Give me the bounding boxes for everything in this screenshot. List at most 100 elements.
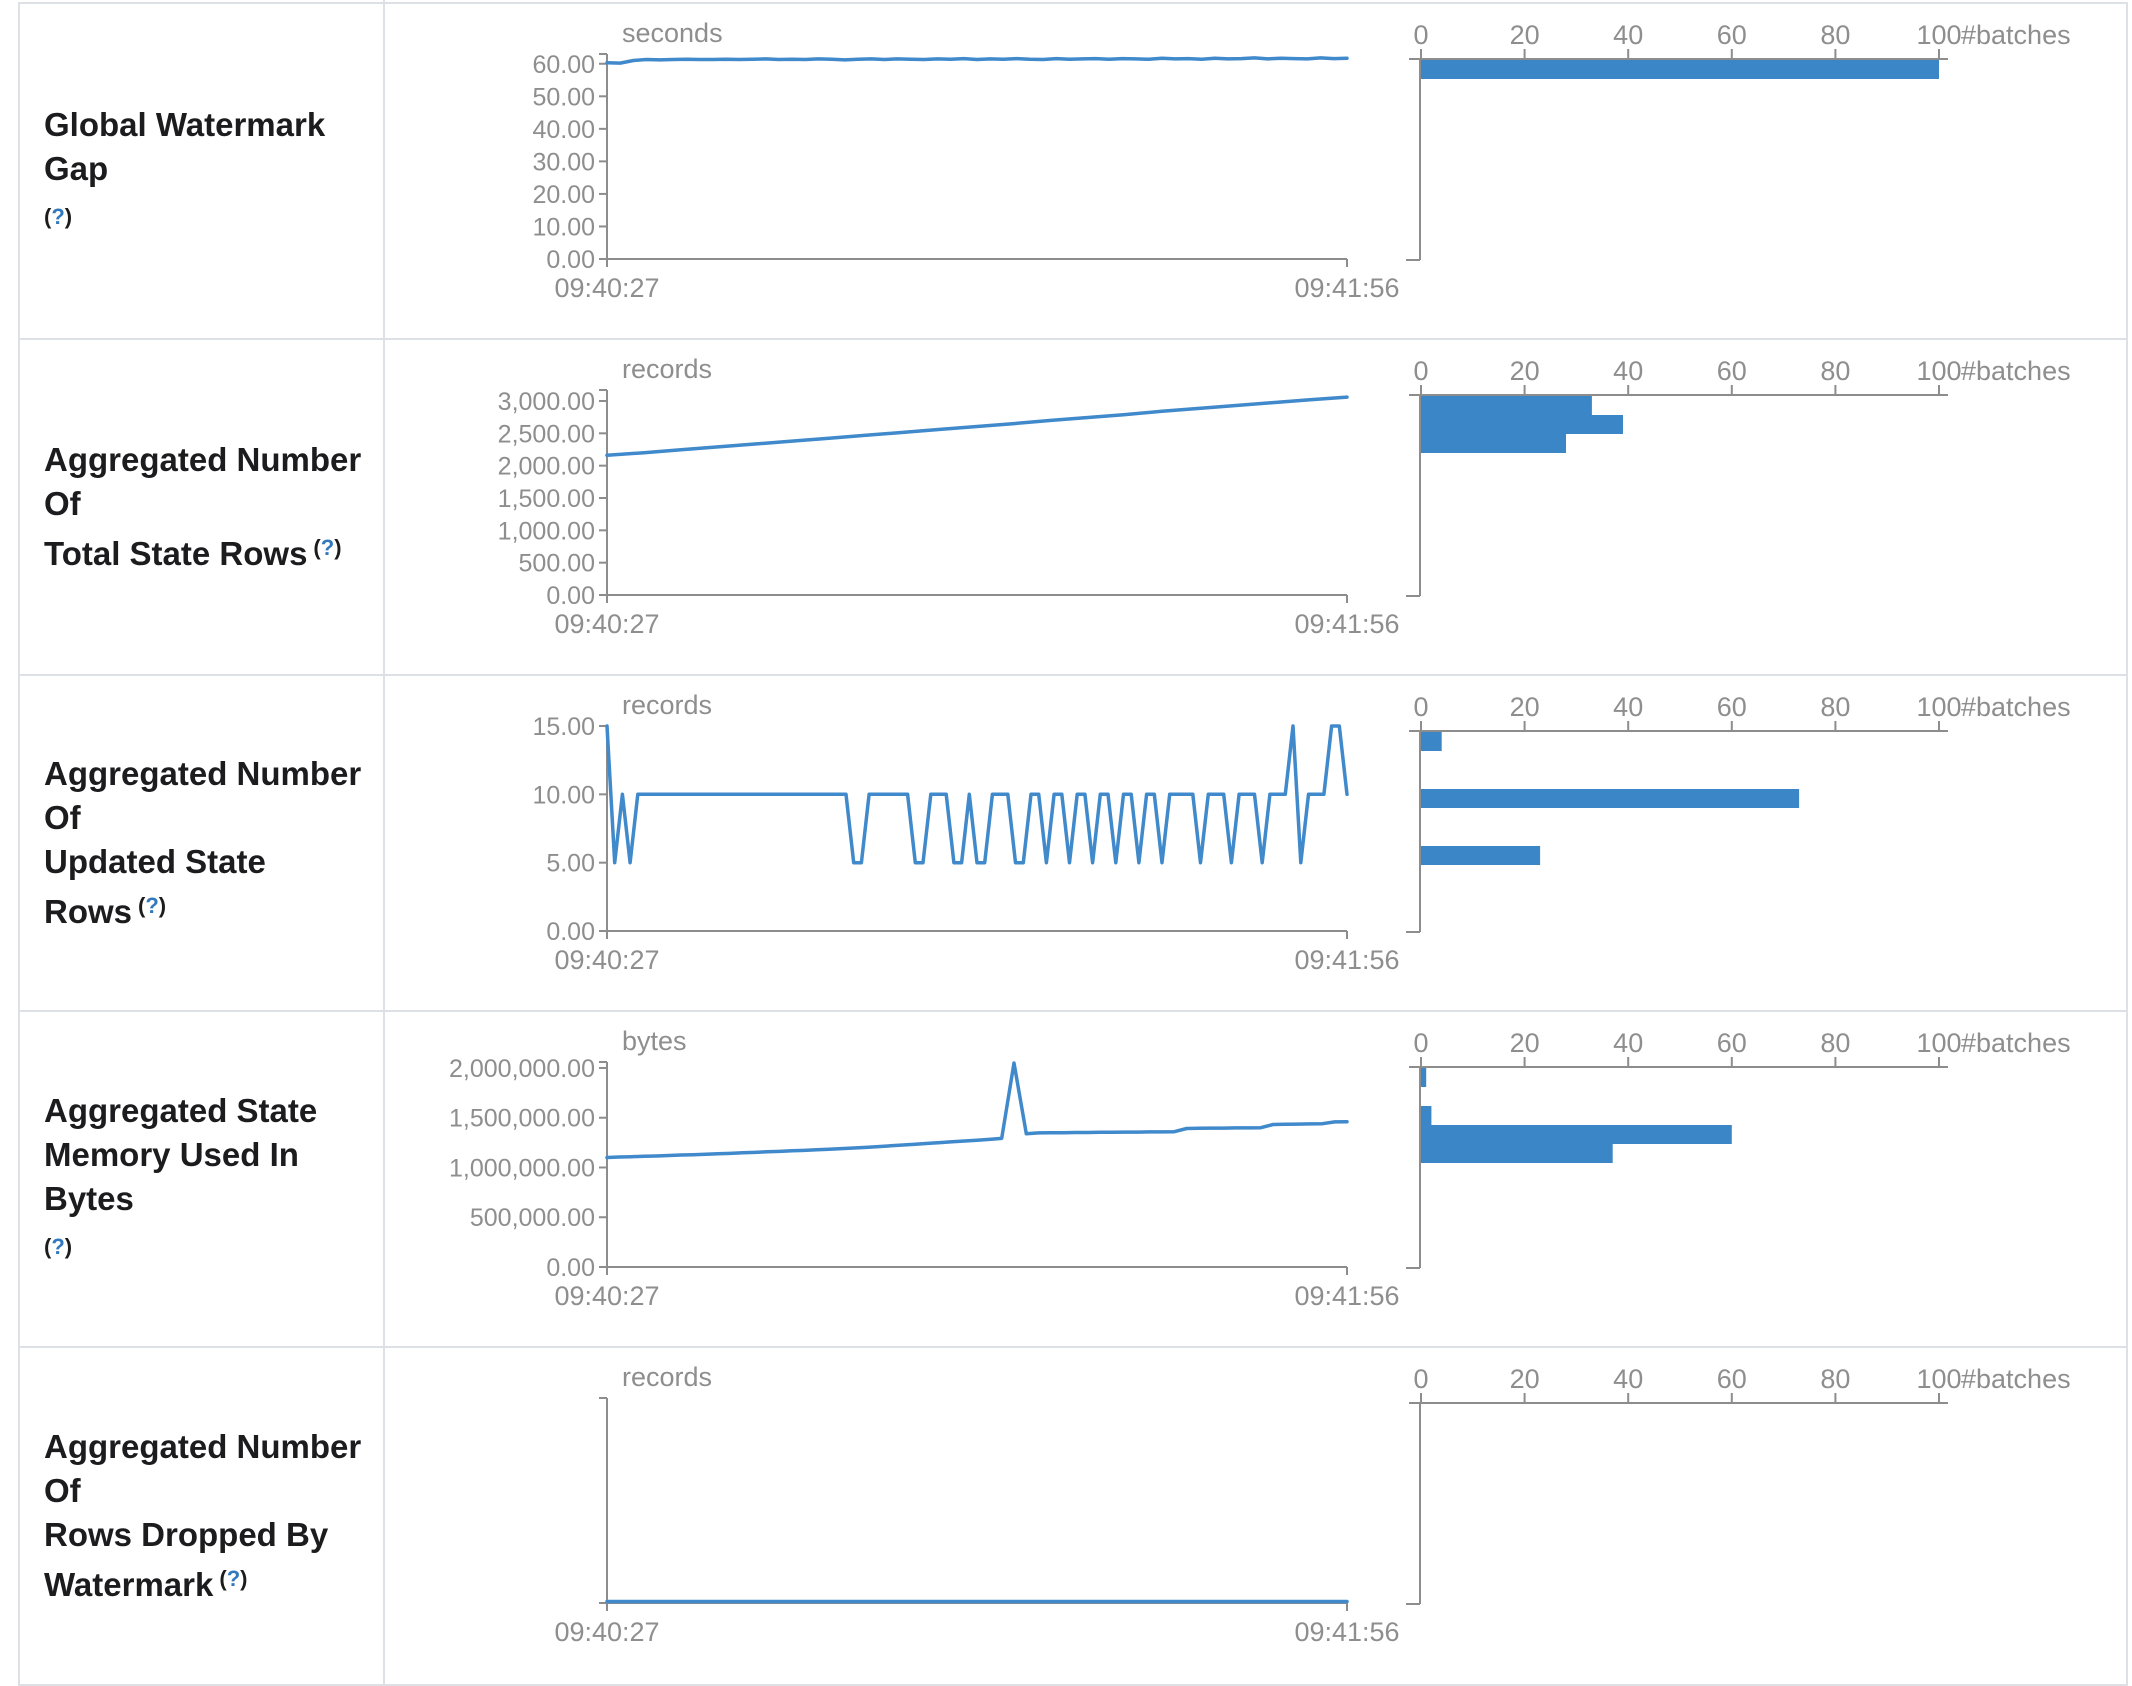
histogram-tick-label: 60 [1717,692,1747,722]
y-tick-label: 3,000.00 [498,388,595,416]
histogram-bar [1421,434,1566,453]
histogram-tick-label: 0 [1413,1028,1428,1058]
histogram-bar [1421,1144,1613,1163]
y-tick-label: 30.00 [532,148,595,176]
help-link[interactable]: (?) [44,204,72,229]
histogram-tick-label: 60 [1717,1364,1747,1394]
table-top-sliver [383,0,385,2]
histogram-bar [1421,732,1442,751]
help-link[interactable]: (?) [44,1234,72,1259]
y-tick-label: 60.00 [532,51,595,79]
histogram-tick-label: 80 [1820,1364,1850,1394]
metric-label-cell: Aggregated Number Of Updated State Rows (?… [20,676,385,1010]
metric-charts-svg: records 09:40:27 09:41:56 0 20 40 60 80 100 #batc… [554,1362,2071,1647]
help-link[interactable]: (?) [138,893,166,918]
metric-label-line: Aggregated Number Of [44,1428,362,1509]
histogram-tick-label: 0 [1413,356,1428,386]
help-question-mark: ? [226,1566,241,1591]
histogram-tick-label: 100 [1916,692,1961,722]
histogram-tick-label: 0 [1413,20,1428,50]
metric-label-line: Global Watermark Gap [44,106,326,187]
y-tick-label: 15.00 [532,713,595,741]
help-question-mark: ? [145,893,159,918]
y-tick-label: 500.00 [519,550,595,578]
charts-cell: records 0.00 500.00 1,000.00 1,500.00 2,000.0… [385,340,2126,674]
help-paren-close: ) [64,1234,73,1259]
metric-label-line: Aggregated Number Of [44,755,362,836]
y-tick-label: 0.00 [546,246,595,274]
help-paren-open: ( [313,535,321,560]
histogram-axis-unit-label: #batches [1961,1364,2071,1394]
help-paren-open: ( [219,1566,227,1591]
x-axis-start-time: 09:40:27 [554,1281,659,1311]
x-axis-start-time: 09:40:27 [554,609,659,639]
timeline-unit-label: records [622,690,712,720]
metric-label-line: Rows Dropped By [44,1516,329,1553]
metric-label-line: Total State Rows (?) [44,535,342,572]
metric-label-line: Aggregated State [44,1092,318,1129]
x-axis-end-time: 09:41:56 [1294,273,1399,303]
metric-label-cell: Aggregated State Memory Used In Bytes (?) [20,1012,385,1346]
x-axis-start-time: 09:40:27 [554,945,659,975]
metric-charts-svg: records 0.00 500.00 1,000.00 1,500.00 2,000.0… [498,354,2071,639]
y-tick-label: 0.00 [546,1254,595,1282]
histogram-tick-label: 20 [1510,1364,1540,1394]
histogram-tick-label: 80 [1820,1028,1850,1058]
timeline-unit-label: bytes [622,1026,687,1056]
histogram-bar [1421,396,1592,415]
streaming-statistics-table: Global Watermark Gap (?) seconds 0.00 10.00 2… [18,2,2128,1686]
y-tick-label: 10.00 [532,213,595,241]
histogram-tick-label: 40 [1613,1364,1643,1394]
charts-cell: records 09:40:27 09:41:56 0 20 40 60 80 100 #batc… [385,1348,2126,1684]
help-paren-open: ( [44,1234,52,1259]
y-tick-label: 1,500.00 [498,485,595,513]
metric-charts-svg: seconds 0.00 10.00 20.00 30.00 40.00 50.00 60.0… [532,18,2070,303]
charts-cell: bytes 0.00 500,000.00 1,000,000.00 1,500,000… [385,1012,2126,1346]
histogram-axis-unit-label: #batches [1961,1028,2071,1058]
metric-row-aggregated-state-memory-used-in-bytes: Aggregated State Memory Used In Bytes (?) b… [20,1012,2126,1348]
metric-label-help-line: (?) [44,191,373,239]
histogram-bar [1421,1068,1427,1087]
metric-label-cell: Global Watermark Gap (?) [20,4,385,338]
x-axis-end-time: 09:41:56 [1294,1617,1399,1647]
histogram-bar [1421,60,1939,79]
y-tick-label: 2,000,000.00 [449,1055,595,1083]
help-link[interactable]: (?) [313,535,341,560]
help-link[interactable]: (?) [219,1566,247,1591]
y-tick-label: 1,000,000.00 [449,1154,595,1182]
histogram-tick-label: 20 [1510,692,1540,722]
histogram-bar [1421,415,1623,434]
help-paren-close: ) [240,1566,248,1591]
help-paren-close: ) [64,204,73,229]
histogram-tick-label: 80 [1820,356,1850,386]
help-paren-close: ) [158,893,167,918]
histogram-bar [1421,789,1800,808]
help-question-mark: ? [51,1234,65,1259]
histogram-tick-label: 60 [1717,1028,1747,1058]
x-axis-start-time: 09:40:27 [554,1617,659,1647]
charts-cell: seconds 0.00 10.00 20.00 30.00 40.00 50.00 60.0… [385,4,2126,338]
help-paren-close: ) [334,535,342,560]
help-question-mark: ? [51,204,65,229]
timeline-series-line [605,724,1349,865]
y-tick-label: 40.00 [532,116,595,144]
histogram-tick-label: 20 [1510,20,1540,50]
histogram-tick-label: 40 [1613,356,1643,386]
help-question-mark: ? [320,535,335,560]
charts-cell: records 0.00 5.00 10.00 15.00 09:40:27 09:41:5… [385,676,2126,1010]
x-axis-end-time: 09:41:56 [1294,609,1399,639]
y-tick-label: 20.00 [532,181,595,209]
histogram-tick-label: 40 [1613,692,1643,722]
histogram-bar [1421,846,1541,865]
y-tick-label: 2,500.00 [498,420,595,448]
metric-label-cell: Aggregated Number Of Total State Rows (?) [20,340,385,674]
timeline-unit-label: seconds [622,18,723,48]
histogram-tick-label: 80 [1820,692,1850,722]
y-tick-label: 2,000.00 [498,453,595,481]
metric-row-global-watermark-gap: Global Watermark Gap (?) seconds 0.00 10.00 2… [20,4,2126,340]
timeline-unit-label: records [622,354,712,384]
y-tick-label: 10.00 [532,781,595,809]
histogram-bar [1421,1106,1432,1125]
histogram-tick-label: 100 [1916,1028,1961,1058]
histogram-tick-label: 60 [1717,356,1747,386]
